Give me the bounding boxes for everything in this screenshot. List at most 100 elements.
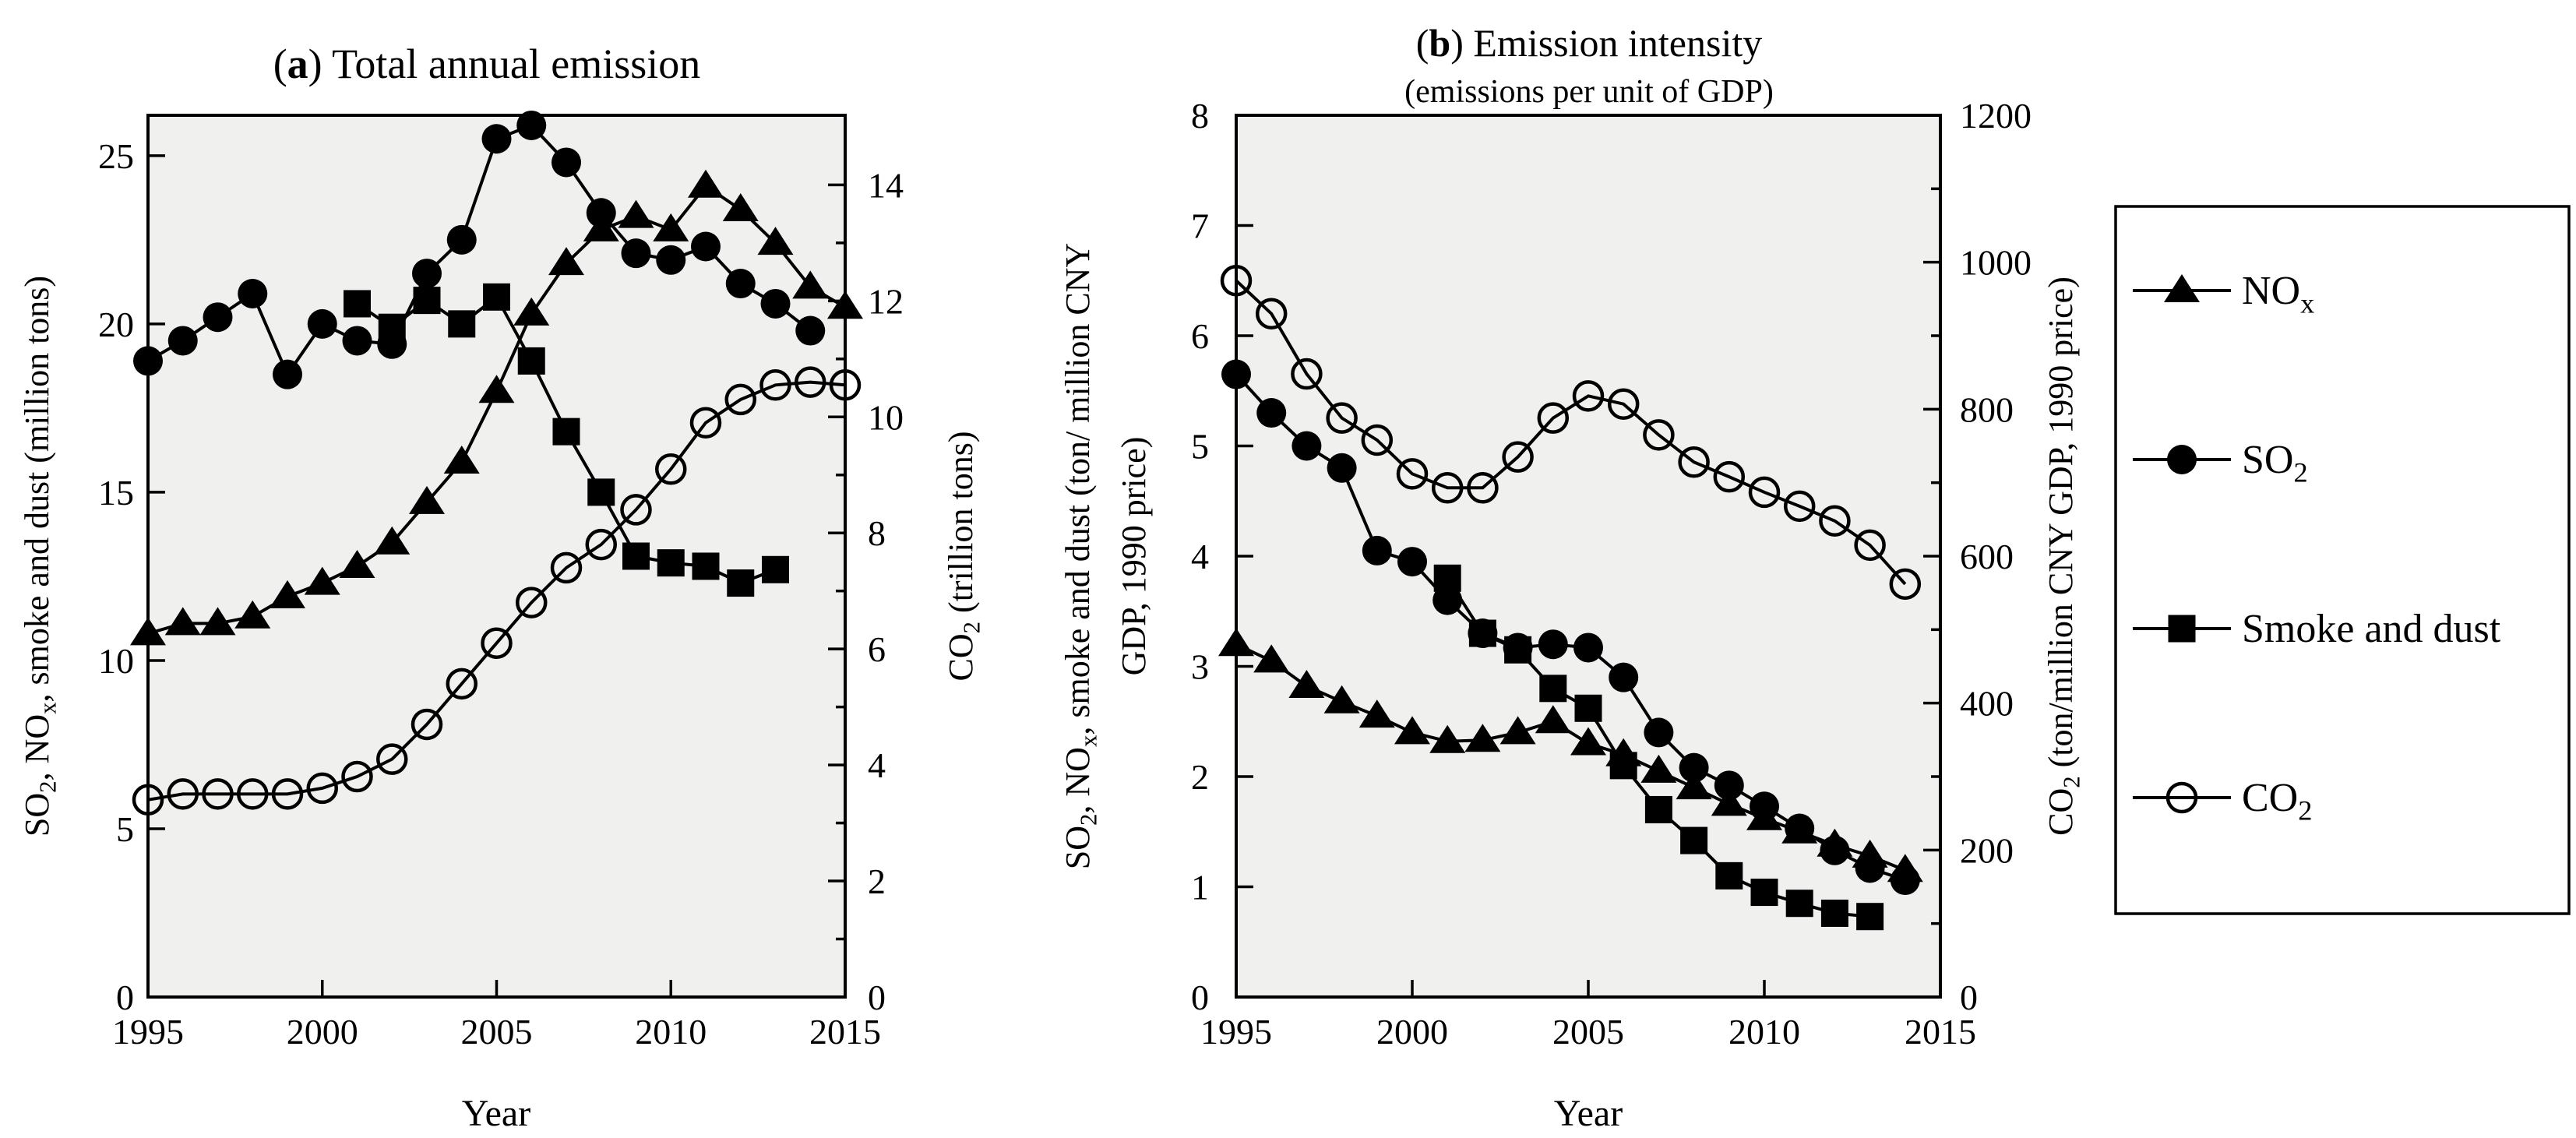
legend-label: SO2 xyxy=(2242,438,2308,488)
series-marker xyxy=(132,784,164,816)
right-axis-tick-label: 0 xyxy=(868,978,886,1017)
left-axis-tick-label: 3 xyxy=(1191,647,1209,687)
series-marker xyxy=(202,778,234,810)
series-marker xyxy=(1714,770,1744,801)
left-axis-tick-label: 8 xyxy=(1191,96,1209,136)
series-marker xyxy=(1358,699,1395,728)
series-marker xyxy=(1539,675,1567,703)
series-marker xyxy=(1218,628,1254,657)
right-axis-tick-label: 400 xyxy=(1960,684,2014,724)
right-axis-tick-label: 600 xyxy=(1960,537,2014,576)
series-marker xyxy=(167,778,199,810)
series-CO2 xyxy=(1220,265,1922,601)
x-axis-tick-label: 2000 xyxy=(287,1012,358,1052)
series-marker xyxy=(1643,419,1675,451)
series-marker xyxy=(550,551,583,584)
series-marker xyxy=(412,259,442,289)
legend-label: NOx xyxy=(2242,269,2314,319)
series-marker xyxy=(1396,458,1429,490)
right-axis-tick-label: 0 xyxy=(1960,978,1978,1017)
series-marker xyxy=(1711,787,1747,816)
left-axis-tick-label: 2 xyxy=(1191,757,1209,797)
right-axis-title: CO2 (trillion tons) xyxy=(942,432,985,682)
series-marker xyxy=(725,269,756,299)
series-marker xyxy=(516,587,548,618)
series-marker xyxy=(446,668,477,700)
series-marker xyxy=(795,366,826,398)
series-marker xyxy=(585,528,617,561)
left-axis-tick-label: 15 xyxy=(98,473,134,513)
series-marker xyxy=(133,346,163,376)
chart-panel-a: 0 5 10 15 20 25 0 2 4 6 8 10 12 14 1995 2000 2005 2010 201… xyxy=(18,41,985,1134)
series-marker xyxy=(270,580,305,608)
series-marker xyxy=(481,124,512,154)
series-marker xyxy=(1431,472,1464,504)
series-marker xyxy=(1537,402,1570,434)
series-marker xyxy=(376,743,408,775)
right-axis-tick-label: 200 xyxy=(1960,830,2014,870)
series-marker xyxy=(234,600,271,629)
series-marker xyxy=(1433,564,1461,592)
series-marker xyxy=(1468,619,1496,647)
left-axis-title: GDP, 1990 price) xyxy=(1115,437,1153,676)
series-marker xyxy=(692,552,720,580)
series-marker xyxy=(688,169,724,198)
series-marker xyxy=(1854,529,1886,562)
series-marker xyxy=(760,288,791,319)
series-marker xyxy=(552,418,580,446)
series-marker xyxy=(757,227,794,255)
series-marker xyxy=(762,555,789,583)
legend-entry-smokeanddust: Smoke and dust xyxy=(2133,607,2501,651)
series-marker xyxy=(237,778,269,810)
series-marker xyxy=(586,198,616,228)
series-marker xyxy=(655,453,687,485)
series-marker xyxy=(1785,890,1813,918)
series-marker xyxy=(1535,705,1571,734)
series-marker xyxy=(167,326,198,356)
series-marker xyxy=(1464,724,1501,752)
series-marker xyxy=(513,297,550,326)
chart-legend: NOx SO2 Smoke and dust CO2 xyxy=(2114,205,2571,915)
series-marker xyxy=(238,278,268,308)
series-marker xyxy=(271,778,304,810)
chart-title: (b) Emission intensity xyxy=(1416,21,1762,65)
series-marker xyxy=(306,772,338,805)
legend-entry-no: NOx xyxy=(2133,269,2314,319)
series-marker xyxy=(443,446,480,474)
series-marker xyxy=(203,302,233,333)
series-marker xyxy=(1680,826,1708,854)
series-marker xyxy=(724,383,756,416)
legend-marker-triangle-filled xyxy=(2164,274,2200,302)
left-axis-tick-label: 0 xyxy=(116,978,134,1017)
series-NOx xyxy=(1218,628,1923,883)
series-marker xyxy=(587,478,615,506)
series-marker xyxy=(1607,388,1640,420)
series-marker xyxy=(409,485,445,514)
series-marker xyxy=(1291,358,1323,390)
left-axis-tick-label: 4 xyxy=(1191,537,1209,576)
series-marker xyxy=(548,247,584,276)
series-marker xyxy=(622,542,650,570)
series-marker xyxy=(722,192,759,221)
right-axis-tick-label: 1000 xyxy=(1960,243,2032,283)
x-axis-tick-label: 2010 xyxy=(635,1012,707,1052)
x-axis-tick-label: 2015 xyxy=(809,1012,881,1052)
chart-panel-b: 0 1 2 3 4 5 6 7 8 0 200 400 600 800 1000 1200 1995 2000 20… xyxy=(1059,21,2085,1134)
series-marker xyxy=(344,290,371,318)
series-marker xyxy=(342,326,372,356)
series-marker xyxy=(1572,380,1605,412)
series-marker xyxy=(1644,795,1672,823)
series-marker xyxy=(374,526,411,555)
series-marker xyxy=(1499,716,1536,745)
series-marker xyxy=(1504,636,1532,664)
series-marker xyxy=(481,627,513,659)
right-axis-tick-label: 800 xyxy=(1960,389,2014,429)
left-axis-tick-label: 10 xyxy=(98,641,134,681)
series-NOx xyxy=(130,169,863,646)
left-axis-tick-label: 5 xyxy=(1191,427,1209,467)
x-axis-tick-label: 1995 xyxy=(112,1012,184,1052)
series-marker xyxy=(448,310,476,338)
series-marker xyxy=(1221,359,1251,389)
